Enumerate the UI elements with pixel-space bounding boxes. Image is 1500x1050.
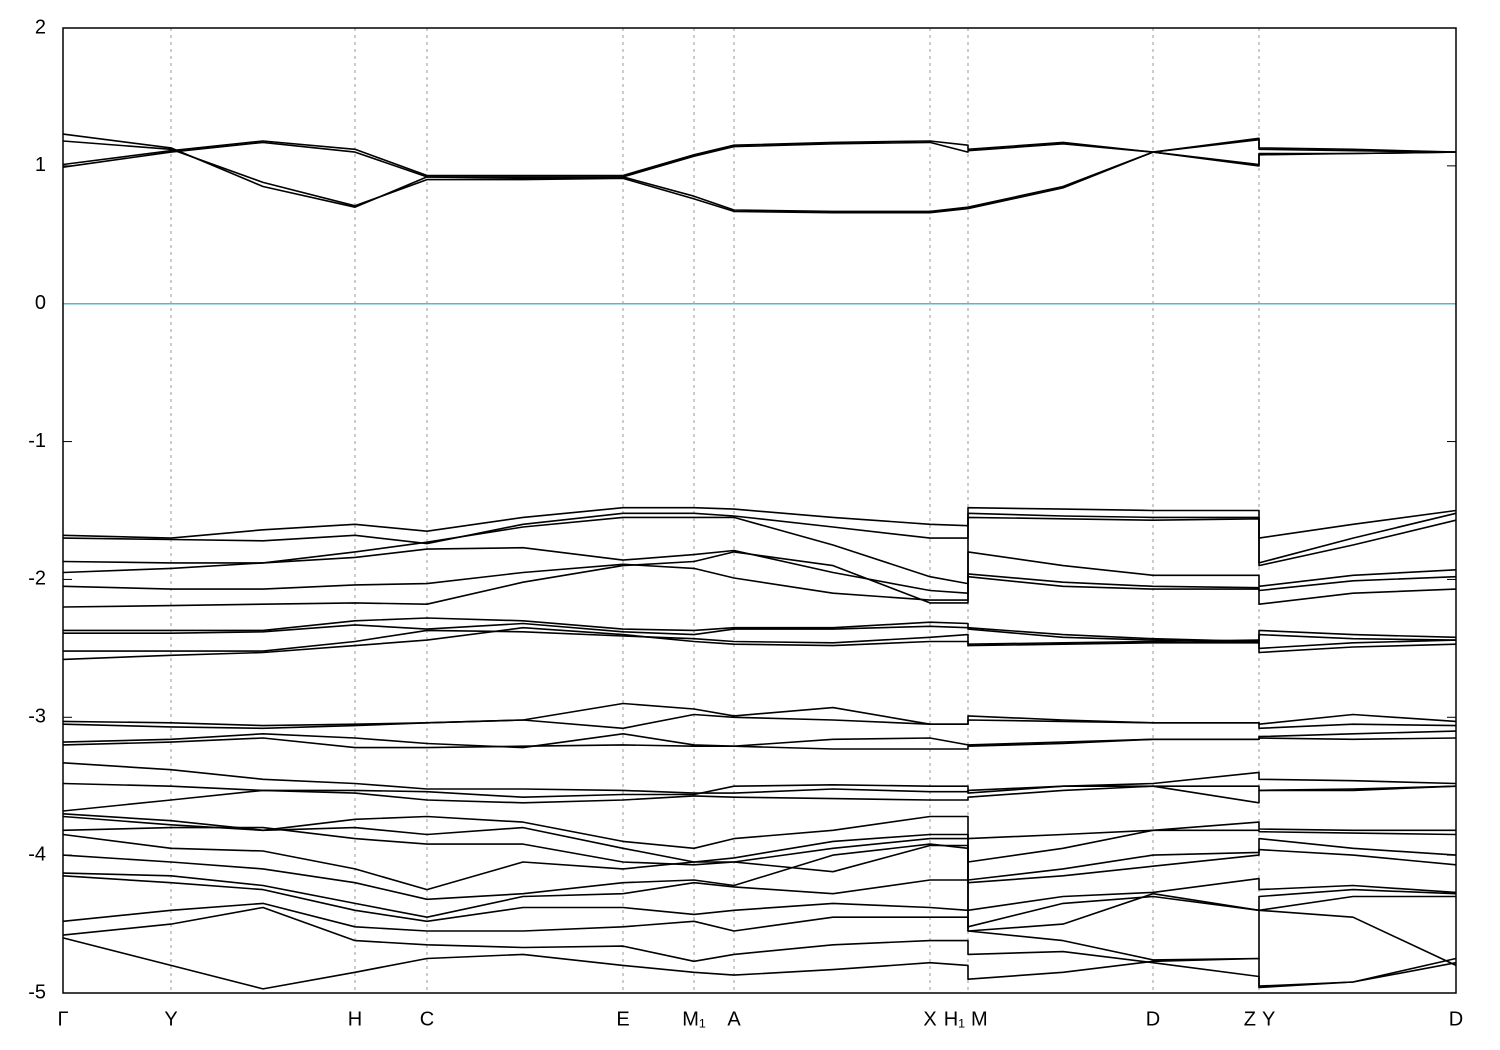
band-line <box>63 629 1457 652</box>
y-tick-label: 1 <box>35 154 46 176</box>
band-line <box>62 512 1457 564</box>
x-tick-label: M₁ <box>682 1008 706 1030</box>
x-tick-label: Y <box>164 1008 177 1030</box>
band-line <box>62 762 1457 794</box>
band-line <box>62 813 1456 850</box>
band-line <box>62 937 1457 990</box>
band-line <box>62 872 1457 928</box>
band-line <box>62 785 1457 812</box>
x-tick-label: Z <box>1244 1008 1256 1030</box>
x-tick-label: D <box>1449 1008 1463 1030</box>
x-tick-label: D <box>1146 1008 1160 1030</box>
band-line <box>62 551 1457 608</box>
band-line <box>62 546 1457 594</box>
band-line <box>62 506 1457 539</box>
band-line <box>62 563 1457 601</box>
plot-frame <box>62 27 1457 994</box>
x-tick-label: H <box>348 1008 362 1030</box>
band-line <box>62 516 1457 585</box>
band-line <box>62 141 1457 180</box>
y-tick-label: -1 <box>28 430 46 452</box>
x-tick-label: X <box>923 1008 936 1030</box>
y-tick-label: 2 <box>35 16 46 38</box>
band-line <box>62 737 1457 750</box>
band-line <box>62 138 1457 214</box>
x-tick-label: H₁ <box>944 1008 965 1030</box>
x-tick-label: Γ <box>57 1008 68 1030</box>
y-tick-label: -5 <box>28 981 46 1003</box>
x-tick-label: Y <box>1262 1008 1275 1030</box>
band-line <box>62 833 1457 891</box>
y-tick-label: -4 <box>28 843 46 865</box>
band-line <box>62 782 1457 798</box>
band-line <box>62 902 1457 967</box>
band-line <box>62 626 1457 661</box>
x-tick-label: C <box>420 1008 434 1030</box>
band-line <box>62 843 1457 912</box>
y-tick-label: -2 <box>28 568 46 590</box>
band-line <box>62 815 1457 863</box>
band-line <box>62 713 1457 730</box>
x-tick-label: M <box>971 1008 988 1030</box>
y-tick-label: 0 <box>35 292 46 314</box>
band-line <box>62 875 1456 932</box>
x-tick-label: A <box>727 1008 741 1030</box>
x-tick-label: E <box>616 1008 629 1030</box>
y-tick-label: -3 <box>28 706 46 728</box>
